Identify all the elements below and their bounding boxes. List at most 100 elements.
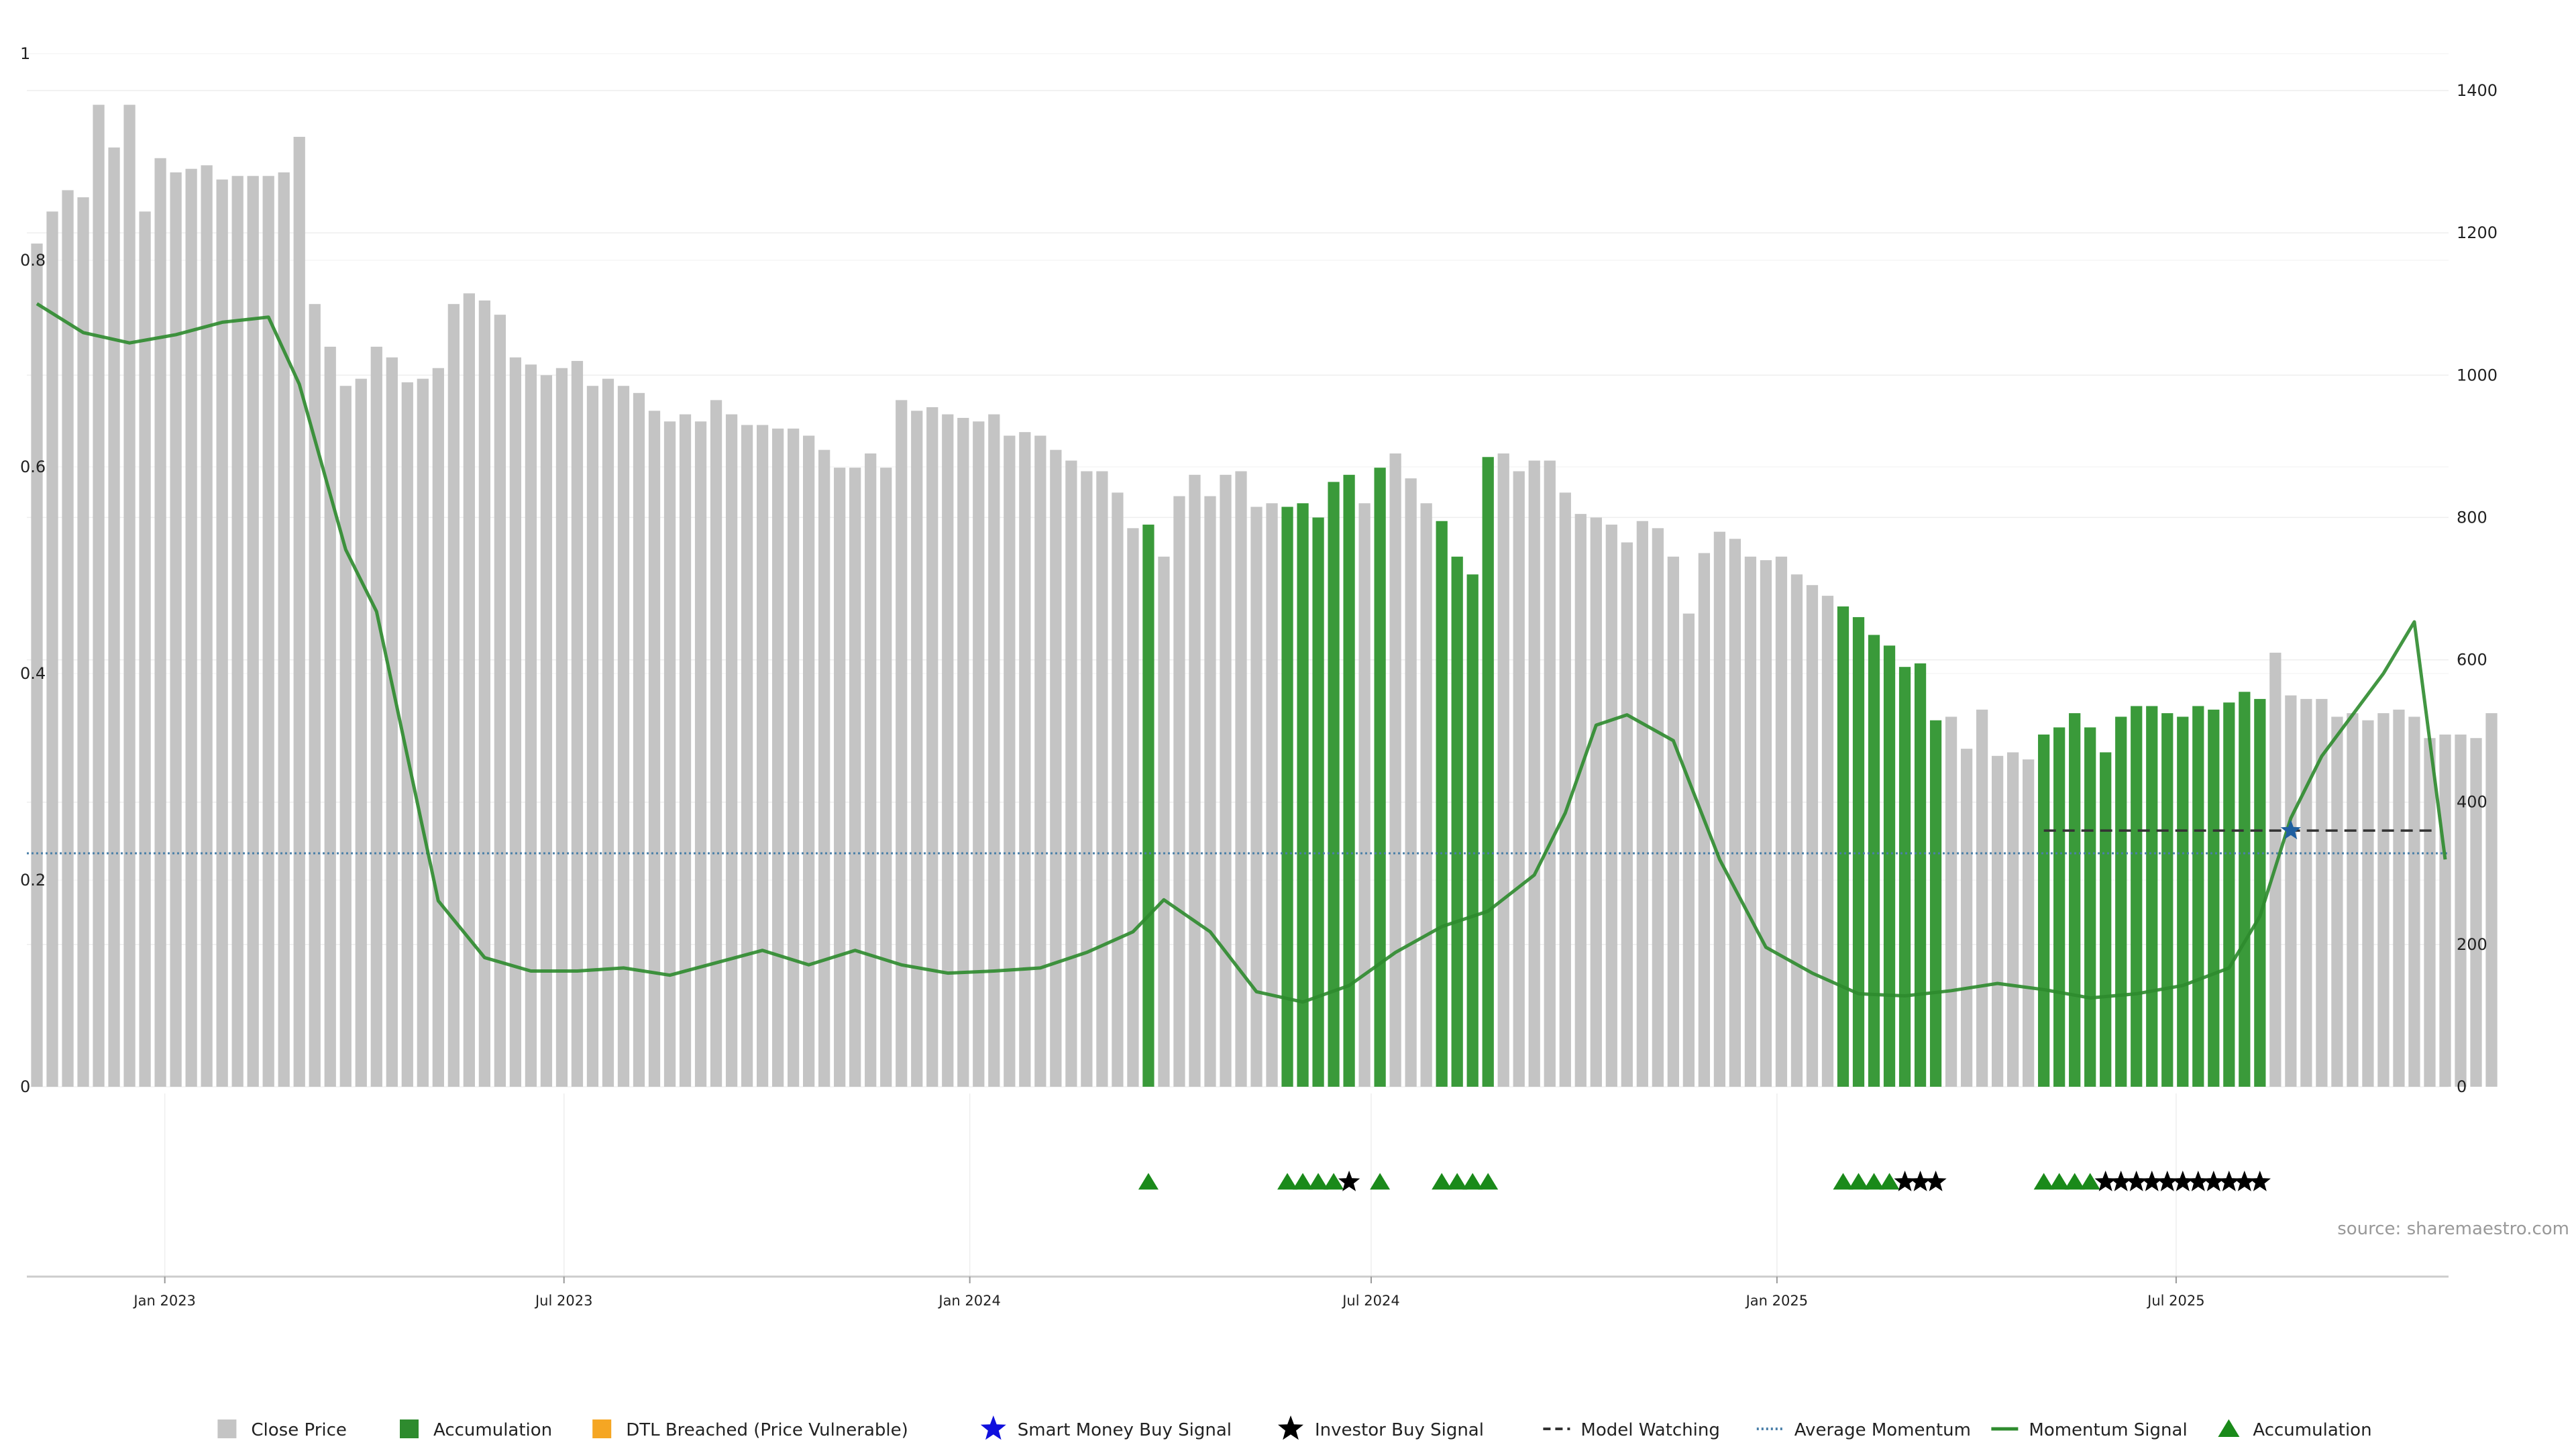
close-price-bar	[2347, 713, 2359, 1087]
legend-item: Smart Money Buy Signal	[980, 1415, 1232, 1440]
close-price-bar	[1621, 542, 1633, 1087]
legend-item: Average Momentum	[1756, 1420, 1971, 1440]
accumulation-bar	[1898, 667, 1911, 1087]
accumulation-bar	[1142, 525, 1155, 1087]
close-price-bar	[571, 361, 584, 1087]
source-label: source: sharemaestro.com	[2337, 1219, 2569, 1239]
investor-buy-star	[2187, 1171, 2209, 1191]
accumulation-triangle	[1462, 1173, 1483, 1190]
close-price-bar	[262, 176, 274, 1087]
investor-buy-star	[2218, 1171, 2240, 1191]
right-tick-label: 0	[2457, 1077, 2467, 1096]
close-price-bar	[633, 392, 645, 1087]
close-price-bar	[1544, 460, 1556, 1087]
close-price-bar	[1760, 560, 1772, 1087]
legend-item: Investor Buy Signal	[1278, 1415, 1484, 1440]
close-price-bar	[1729, 539, 1741, 1087]
close-price-bar	[1945, 716, 1957, 1087]
close-price-bar	[216, 179, 228, 1087]
close-price-bar	[278, 172, 290, 1087]
close-price-bar	[309, 304, 321, 1087]
left-tick-label: 0.4	[20, 664, 46, 683]
close-price-bar	[1065, 460, 1077, 1087]
close-price-bar	[31, 244, 43, 1087]
close-price-bar	[1034, 435, 1046, 1087]
legend-star-icon	[980, 1415, 1006, 1440]
close-price-bar	[896, 400, 908, 1087]
close-price-bar	[231, 176, 244, 1087]
close-price-bar	[803, 435, 815, 1087]
close-price-bar	[247, 176, 259, 1087]
legend-square-icon	[592, 1419, 612, 1438]
legend: Close Price Accumulation DTL Breached (Pri…	[217, 1415, 2372, 1440]
close-price-bar	[478, 300, 491, 1087]
close-price-bar	[463, 293, 475, 1087]
close-price-bar	[1960, 749, 1973, 1087]
close-price-bar	[386, 357, 398, 1087]
close-price-bar	[957, 417, 969, 1087]
close-price-bar	[1250, 506, 1263, 1087]
close-price-bar	[2408, 716, 2420, 1087]
close-price-bar	[1266, 503, 1278, 1087]
accumulation-triangle	[1833, 1173, 1854, 1190]
close-price-bar	[108, 147, 120, 1087]
legend-triangle-icon	[2218, 1419, 2240, 1437]
close-price-bar	[663, 421, 676, 1087]
accumulation-bar	[1883, 645, 1896, 1087]
accumulation-bar	[1852, 616, 1865, 1087]
close-price-bar	[2377, 713, 2390, 1087]
close-price-bar	[1976, 709, 1988, 1087]
close-price-bar	[926, 407, 938, 1087]
x-tick-label: Jan 2025	[1745, 1293, 1809, 1309]
accumulation-bar	[1343, 474, 1355, 1087]
left-tick-label: 1	[20, 44, 30, 63]
close-price-bar	[849, 468, 861, 1087]
accumulation-bar	[1868, 635, 1880, 1087]
close-price-bar	[617, 386, 630, 1087]
close-price-bar	[1636, 521, 1648, 1087]
legend-label: Investor Buy Signal	[1315, 1420, 1484, 1440]
accumulation-bar	[2208, 709, 2220, 1087]
accumulation-triangle	[1308, 1173, 1329, 1190]
close-price-bar	[1775, 556, 1788, 1087]
investor-buy-star	[2156, 1171, 2178, 1191]
close-price-bar	[2393, 709, 2405, 1087]
legend-label: Smart Money Buy Signal	[1018, 1420, 1232, 1440]
close-price-bar	[401, 382, 413, 1087]
accumulation-bar	[2177, 716, 2189, 1087]
close-price-bar	[1682, 613, 1695, 1087]
close-price-bar	[2023, 759, 2035, 1087]
close-price-bar	[787, 428, 800, 1087]
investor-buy-star	[2233, 1171, 2255, 1191]
accumulation-bar	[1436, 521, 1448, 1087]
close-price-bar	[1050, 449, 1062, 1087]
close-price-bar	[2362, 720, 2374, 1087]
axes: Jan 2023 Jul 2023 Jan 2024 Jul 2024 Jan 2025…	[20, 44, 2498, 1309]
close-price-bar	[1158, 556, 1170, 1087]
close-price-bar	[1790, 574, 1803, 1087]
close-price-bar	[834, 468, 846, 1087]
legend-label: Accumulation	[2253, 1420, 2371, 1440]
accumulation-bar	[2239, 692, 2251, 1087]
close-price-bar	[988, 414, 1000, 1087]
close-price-bar	[648, 411, 661, 1087]
close-price-bar	[509, 357, 522, 1087]
accumulation-triangle	[1848, 1173, 1869, 1190]
legend-label: DTL Breached (Price Vulnerable)	[626, 1420, 908, 1440]
accumulation-bar	[1328, 482, 1340, 1087]
close-price-bar	[370, 346, 382, 1087]
close-price-bar	[1991, 755, 2004, 1087]
close-price-bar	[1358, 503, 1371, 1087]
close-price-bar	[1389, 453, 1401, 1087]
close-price-bar	[1405, 478, 1417, 1087]
close-price-bar	[1220, 474, 1232, 1087]
close-price-bar	[2300, 698, 2312, 1087]
x-tick-label: Jan 2024	[937, 1293, 1001, 1309]
legend-label: Momentum Signal	[2029, 1420, 2187, 1440]
close-price-bar	[865, 453, 877, 1087]
close-price-bar	[602, 378, 614, 1087]
close-price-bar	[77, 197, 89, 1087]
close-price-bar	[1004, 435, 1016, 1087]
close-price-bar	[1652, 528, 1664, 1087]
